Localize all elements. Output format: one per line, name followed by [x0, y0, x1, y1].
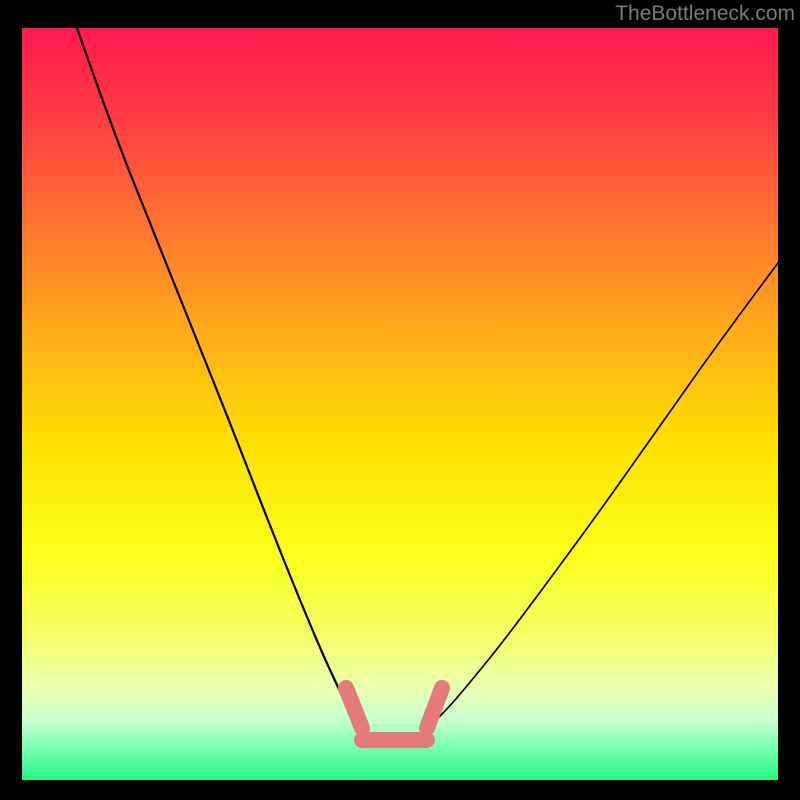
bottleneck-chart — [0, 0, 800, 800]
chart-container: TheBottleneck.com — [0, 0, 800, 800]
watermark-text: TheBottleneck.com — [615, 2, 795, 26]
plot-background — [22, 28, 778, 780]
